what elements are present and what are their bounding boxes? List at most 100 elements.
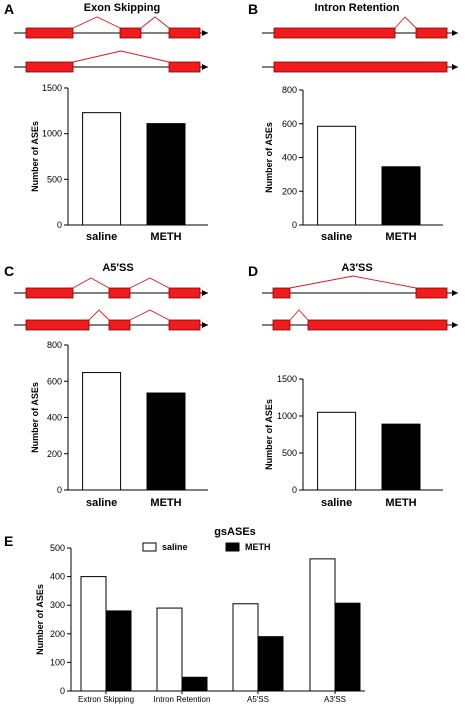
exon-1: [272, 319, 291, 331]
y-axis-label: Number of ASEs: [35, 584, 45, 655]
x-category-label: METH: [385, 497, 416, 509]
splice-junction: [129, 309, 170, 321]
arrowhead: [452, 30, 458, 36]
y-tick-label: 0: [292, 485, 297, 495]
y-tick-label: 400: [50, 572, 65, 582]
skip-junction: [72, 50, 170, 63]
arrowhead: [452, 322, 458, 328]
bar-meth: [105, 610, 132, 692]
exon-1: [25, 27, 74, 39]
schematic-intron-retention: [262, 16, 458, 73]
bar-saline: [80, 576, 107, 692]
schematic-exon-skipping: [14, 16, 208, 73]
panel-title-b: Intron Retention: [315, 2, 400, 14]
y-axis-label: Number of ASEs: [264, 122, 274, 193]
x-category-label: METH: [385, 231, 416, 243]
arrowhead: [452, 290, 458, 296]
panel-letter-a: A: [4, 1, 14, 17]
splice-junction: [289, 275, 417, 289]
y-tick-label: 1500: [277, 374, 297, 384]
splice-junction: [140, 16, 170, 29]
y-tick-label: 0: [57, 485, 62, 495]
bar-meth: [181, 676, 208, 692]
y-tick-label: 1000: [277, 411, 297, 421]
y-tick-label: 1000: [42, 129, 62, 139]
exon-3: [168, 287, 201, 299]
y-tick-label: 200: [47, 449, 62, 459]
bar-meth: [334, 602, 361, 692]
legend-swatch-meth: [225, 542, 240, 552]
arrowhead: [202, 64, 208, 70]
y-tick-label: 200: [50, 629, 65, 639]
exon-2: [108, 319, 131, 331]
bar-meth: [257, 636, 284, 692]
arrowhead: [202, 322, 208, 328]
exon-3: [168, 319, 201, 331]
bar-saline: [232, 603, 259, 692]
bar-meth: [146, 392, 186, 491]
exon-1-extended: [25, 319, 90, 331]
x-category-label: saline: [86, 231, 117, 243]
arrowhead: [202, 30, 208, 36]
bar-saline: [317, 411, 357, 491]
splice-junction: [88, 309, 110, 321]
y-tick-label: 100: [50, 657, 65, 667]
bar-saline: [82, 112, 122, 226]
bar-meth: [381, 423, 421, 491]
chart-gsases: 0 100 200 300 400 500 Number of ASEs Extron Ski…: [35, 542, 365, 704]
x-category-label: saline: [321, 497, 352, 509]
y-tick-label: 0: [292, 220, 297, 230]
y-tick-label: 500: [282, 448, 297, 458]
x-category-label: Intron Retention: [154, 695, 211, 704]
y-axis-label: Number of ASEs: [30, 382, 40, 453]
y-tick-label: 500: [50, 543, 65, 553]
y-tick-label: 1500: [42, 83, 62, 93]
y-tick-label: 800: [47, 340, 62, 350]
y-tick-label: 300: [50, 600, 65, 610]
splice-junction: [394, 16, 417, 29]
exon-2: [415, 27, 448, 39]
y-tick-label: 600: [282, 119, 297, 129]
y-tick-label: 400: [47, 413, 62, 423]
splice-junction: [289, 309, 309, 321]
panel-letter-b: B: [248, 1, 258, 17]
exon-2-extended: [307, 319, 448, 331]
bar-saline: [317, 125, 357, 226]
x-category-label: saline: [86, 497, 117, 509]
schematic-a3ss: [262, 275, 458, 331]
legend-label: saline: [162, 542, 188, 552]
chart-intron-retention: 0 200 400 600 800 Number of ASEs saline METH: [264, 85, 443, 243]
panel-title-e: gsASEs: [214, 526, 256, 538]
y-axis-label: Number of ASEs: [264, 399, 274, 470]
y-tick-label: 400: [282, 153, 297, 163]
arrowhead: [452, 64, 458, 70]
exon-2: [108, 287, 131, 299]
y-tick-label: 0: [60, 686, 65, 696]
y-tick-label: 0: [57, 220, 62, 230]
bar-saline: [309, 558, 336, 692]
exon-2: [415, 287, 448, 299]
panel-letter-e: E: [4, 533, 13, 549]
splice-junction: [129, 277, 170, 289]
bar-saline: [156, 607, 183, 692]
bar-saline: [82, 372, 122, 491]
legend-label: METH: [245, 542, 271, 552]
x-category-label: saline: [321, 231, 352, 243]
bar-meth: [146, 123, 186, 226]
exon-2: [119, 27, 142, 39]
bar-meth: [381, 166, 421, 226]
retained-exon: [273, 61, 448, 73]
x-category-label: METH: [150, 497, 181, 509]
splice-junction: [72, 277, 110, 289]
exon-1: [25, 287, 74, 299]
exon-1: [272, 287, 291, 299]
y-tick-label: 500: [47, 174, 62, 184]
splice-junction: [72, 16, 121, 29]
y-tick-label: 800: [282, 85, 297, 95]
panel-title-d: A3′SS: [341, 262, 372, 274]
legend-swatch-saline: [142, 542, 157, 552]
arrowhead: [202, 290, 208, 296]
panel-title-a: Exon Skipping: [84, 2, 160, 14]
y-axis-label: Number of ASEs: [30, 121, 40, 192]
